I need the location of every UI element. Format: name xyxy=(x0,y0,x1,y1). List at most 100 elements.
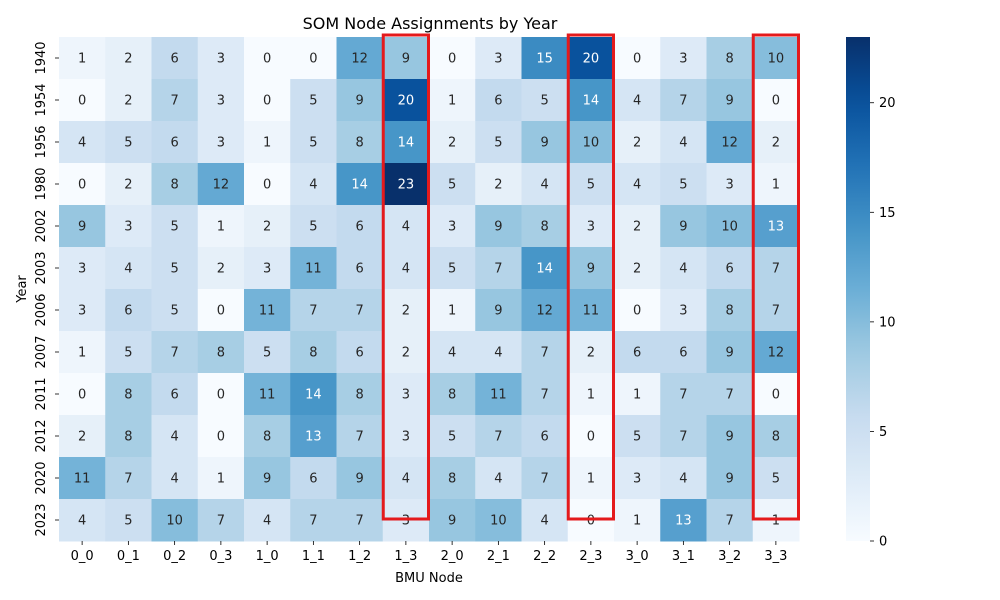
heatmap-cell xyxy=(105,247,152,290)
cell-value-label: 7 xyxy=(679,388,687,403)
cell-value-label: 0 xyxy=(263,94,271,109)
cell-value-label: 1 xyxy=(587,388,595,403)
y-tick-label: 1954 xyxy=(34,83,49,116)
cell-value-label: 4 xyxy=(170,430,178,445)
heatmap-cell xyxy=(151,331,199,374)
x-tick-label: 1_2 xyxy=(348,549,371,564)
cell-value-label: 8 xyxy=(725,52,733,67)
cell-value-label: 8 xyxy=(448,472,456,487)
heatmap-cell xyxy=(197,331,245,374)
heatmap-cell xyxy=(475,79,522,122)
heatmap-cell xyxy=(151,79,199,122)
heatmap-cell xyxy=(429,205,476,248)
heatmap-cell xyxy=(244,415,291,458)
heatmap-cell xyxy=(614,79,661,122)
cell-value-label: 2 xyxy=(633,136,641,151)
heatmap-cell xyxy=(521,289,569,332)
heatmap-cell xyxy=(336,499,384,542)
heatmap-cell xyxy=(521,457,569,500)
highlight-box xyxy=(381,33,430,521)
heatmap-cell xyxy=(614,205,661,248)
heatmap-cell xyxy=(706,205,754,248)
highlight-boxes xyxy=(381,33,800,521)
heatmap-cell xyxy=(244,499,291,542)
heatmap-cell xyxy=(706,499,754,542)
heatmap-cell xyxy=(475,373,522,416)
cell-value-label: 3 xyxy=(448,220,456,235)
cell-value-label: 6 xyxy=(124,304,132,319)
heatmap-cell xyxy=(382,121,430,164)
heatmap-cell xyxy=(660,79,707,122)
heatmap-cell xyxy=(244,37,291,80)
heatmap-cell xyxy=(336,37,384,80)
heatmap-cell xyxy=(752,163,800,206)
heatmap-cell xyxy=(382,163,430,206)
x-tick-label: 3_1 xyxy=(672,549,695,564)
cell-value-label: 23 xyxy=(398,178,415,193)
x-tick-label: 3_0 xyxy=(626,549,649,564)
colorbar-tick-label: 20 xyxy=(879,96,896,111)
cell-value-label: 7 xyxy=(725,514,733,529)
heatmap-cell xyxy=(475,37,522,80)
cell-value-label: 7 xyxy=(170,346,178,361)
heatmap-cell xyxy=(59,331,106,374)
heatmap-cell xyxy=(752,79,800,122)
cell-value-label: 4 xyxy=(448,346,456,361)
y-tick-label: 2003 xyxy=(34,251,49,284)
heatmap-cell xyxy=(290,121,337,164)
y-tick-label: 1956 xyxy=(34,125,49,158)
cell-value-label: 0 xyxy=(217,430,225,445)
heatmap-cell xyxy=(197,37,245,80)
cell-value-label: 0 xyxy=(772,94,780,109)
cell-value-label: 2 xyxy=(633,262,641,277)
heatmap-cell xyxy=(706,163,754,206)
heatmap-cell xyxy=(382,289,430,332)
cell-value-label: 12 xyxy=(351,52,368,67)
heatmap-cell xyxy=(336,163,384,206)
cell-value-label: 4 xyxy=(494,472,502,487)
cell-value-label: 4 xyxy=(679,136,687,151)
heatmap-cell xyxy=(290,79,337,122)
heatmap-cell xyxy=(151,121,199,164)
heatmap-cell xyxy=(197,415,245,458)
cell-value-label: 3 xyxy=(679,304,687,319)
heatmap-cell xyxy=(382,247,430,290)
cell-value-label: 20 xyxy=(398,94,415,109)
cell-value-label: 2 xyxy=(448,136,456,151)
cell-value-label: 9 xyxy=(494,304,502,319)
cell-value-label: 9 xyxy=(263,472,271,487)
cell-value-label: 13 xyxy=(305,430,322,445)
heatmap-cell xyxy=(290,331,337,374)
heatmap-cell xyxy=(290,415,337,458)
cell-value-label: 0 xyxy=(263,178,271,193)
y-tick-label: 2006 xyxy=(34,293,49,326)
heatmap-cell xyxy=(521,37,569,80)
heatmap-cell xyxy=(521,373,569,416)
cell-value-label: 10 xyxy=(721,220,738,235)
cell-value-label: 0 xyxy=(217,304,225,319)
cell-value-label: 4 xyxy=(263,514,271,529)
cell-value-label: 0 xyxy=(587,430,595,445)
heatmap-cell xyxy=(105,37,152,80)
cell-value-label: 2 xyxy=(402,346,410,361)
cell-value-label: 7 xyxy=(355,514,363,529)
cell-value-label: 7 xyxy=(170,94,178,109)
cell-value-label: 4 xyxy=(309,178,317,193)
heatmap-cell xyxy=(475,163,522,206)
heatmap-cell xyxy=(290,247,337,290)
heatmap-cell xyxy=(59,373,106,416)
heatmap-cell xyxy=(614,499,661,542)
heatmap-cell xyxy=(197,457,245,500)
cell-value-label: 3 xyxy=(679,52,687,67)
heatmap-cell xyxy=(660,121,707,164)
cell-value-label: 1 xyxy=(78,52,86,67)
cell-value-label: 8 xyxy=(355,136,363,151)
cell-value-label: 7 xyxy=(540,388,548,403)
cell-value-label: 1 xyxy=(587,472,595,487)
heatmap-cell xyxy=(429,499,476,542)
y-tick-label: 2011 xyxy=(34,377,49,410)
heatmap-cell xyxy=(429,373,476,416)
heatmap-cell xyxy=(706,373,754,416)
heatmap-cell xyxy=(336,121,384,164)
cell-value-label: 13 xyxy=(675,514,692,529)
